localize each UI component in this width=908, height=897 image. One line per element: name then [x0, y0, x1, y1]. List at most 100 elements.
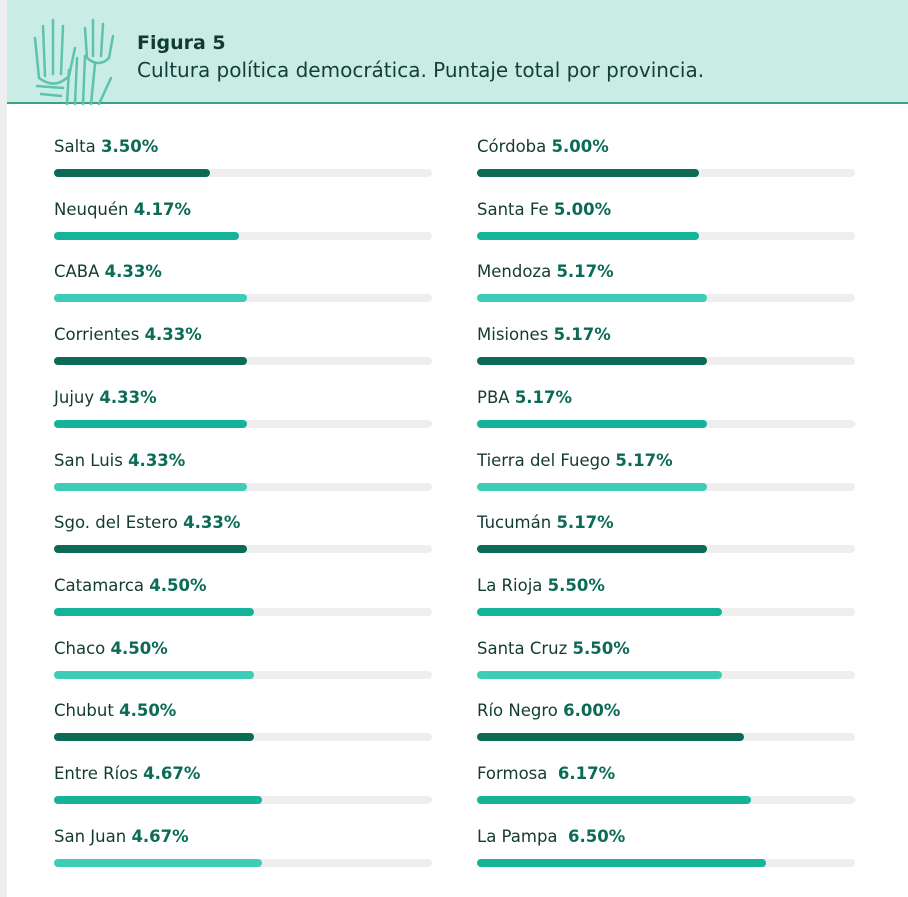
category-name: PBA [477, 387, 510, 407]
bar-track [477, 169, 855, 177]
bar-row: Sgo. del Estero 4.33% [54, 513, 432, 554]
bar [54, 169, 210, 177]
value-label: 4.33% [104, 262, 162, 282]
value-label: 5.17% [556, 513, 614, 533]
bar-row: Chaco 4.50% [54, 639, 432, 679]
bar [54, 419, 247, 428]
category-name: Misiones [477, 325, 549, 345]
bar-row: Mendoza 5.17% [477, 262, 855, 303]
bar-track [477, 482, 855, 491]
value-label: 4.33% [183, 513, 241, 533]
title: Figura 5 [137, 32, 226, 54]
category-name: Formosa [477, 764, 553, 783]
bar-label: La Rioja 5.50% [477, 576, 855, 600]
value-label: 4.33% [128, 450, 186, 470]
bar [54, 231, 240, 240]
category-name: Santa Fe [477, 199, 549, 219]
bar-label: San Juan 4.67% [54, 827, 432, 851]
value-label: 5.50% [572, 638, 630, 658]
bar-label: San Luis 4.33% [54, 451, 432, 475]
bar-label: Mendoza 5.17% [477, 262, 855, 286]
bar-row: San Juan 4.67% [54, 827, 432, 867]
value-label: 5.17% [556, 262, 614, 282]
value-label: 5.17% [514, 387, 573, 407]
category-name: Neuquén [54, 199, 129, 219]
bar-row: Chubut 4.50% [54, 701, 432, 742]
bar-row: Catamarca 4.50% [54, 576, 432, 616]
category-name: Corrientes [54, 325, 140, 345]
bar-row: Córdoba 5.00% [477, 137, 855, 177]
bar-row: Neuquén 4.17% [54, 200, 432, 240]
bar-track [477, 607, 855, 616]
category-name: La Pampa [477, 826, 563, 846]
bar-row: Formosa 6.17% [477, 764, 855, 804]
category-name: Catamarca [54, 575, 145, 595]
bar-row: La Pampa 6.50% [477, 827, 855, 867]
bar [477, 733, 744, 742]
bar-label: Tucumán 5.17% [477, 513, 855, 537]
bar-track [54, 482, 432, 491]
bar [54, 858, 262, 867]
bar-row: Santa Fe 5.00% [477, 200, 855, 240]
bar-label: CABA 4.33% [54, 262, 432, 286]
value-label: 6.50% [568, 826, 626, 846]
bar [477, 419, 707, 428]
bar-track [477, 670, 855, 679]
bar-label: La Pampa 6.50% [477, 827, 855, 851]
bar-label: Neuquén 4.17% [54, 200, 432, 224]
bar-track [54, 858, 432, 867]
bar-track [477, 419, 855, 428]
value-label: 4.67% [131, 826, 189, 846]
bar-track [54, 670, 432, 679]
bar [477, 294, 707, 303]
bar-track [477, 357, 855, 366]
bar-label: Sgo. del Estero 4.33% [54, 513, 432, 537]
category-name: Río Negro [477, 701, 558, 721]
bar [54, 796, 262, 804]
bar [477, 796, 752, 804]
category-name: Chubut [54, 701, 114, 721]
category-name: CABA [54, 262, 100, 282]
category-name: San Luis [54, 450, 123, 470]
bar-track [54, 607, 432, 616]
bar [477, 858, 767, 867]
bar-track [54, 545, 432, 554]
bar-track [54, 169, 432, 177]
category-name: Entre Ríos [54, 764, 138, 783]
bar-track [477, 294, 855, 303]
hands-icon [33, 18, 115, 106]
bar-track [477, 545, 855, 554]
category-name: Sgo. del Estero [54, 513, 178, 533]
bar-label: Formosa 6.17% [477, 764, 855, 788]
bar-row: Santa Cruz 5.50% [477, 639, 855, 679]
bar [477, 231, 700, 240]
value-label: 5.00% [553, 199, 612, 219]
subtitle: Cultura política democrática. Puntaje to… [137, 58, 705, 82]
bar-row: Tucumán 5.17% [477, 513, 855, 554]
bar-label: Río Negro 6.00% [477, 701, 855, 725]
bar-label: Chaco 4.50% [54, 639, 432, 663]
value-label: 5.17% [615, 450, 673, 470]
bar-track [477, 733, 855, 742]
bar-label: Salta 3.50% [54, 137, 432, 161]
value-label: 4.50% [110, 638, 168, 658]
bar-row: Tierra del Fuego 5.17% [477, 451, 855, 491]
bar [54, 670, 255, 679]
bar-track [54, 357, 432, 366]
bar-row: CABA 4.33% [54, 262, 432, 303]
bar [477, 482, 707, 491]
bar-label: Tierra del Fuego 5.17% [477, 451, 855, 475]
bar-track [54, 231, 432, 240]
bar [54, 482, 247, 491]
value-label: 4.33% [144, 325, 202, 345]
bar-label: Entre Ríos 4.67% [54, 764, 432, 788]
bar-track [477, 858, 855, 867]
bar-row: PBA 5.17% [477, 388, 855, 428]
category-name: San Juan [54, 826, 127, 846]
category-name: Santa Cruz [477, 638, 568, 658]
bar-track [477, 231, 855, 240]
category-name: Chaco [54, 638, 106, 658]
bar [477, 670, 722, 679]
bar-row: Río Negro 6.00% [477, 701, 855, 742]
category-name: Tucumán [477, 513, 552, 533]
